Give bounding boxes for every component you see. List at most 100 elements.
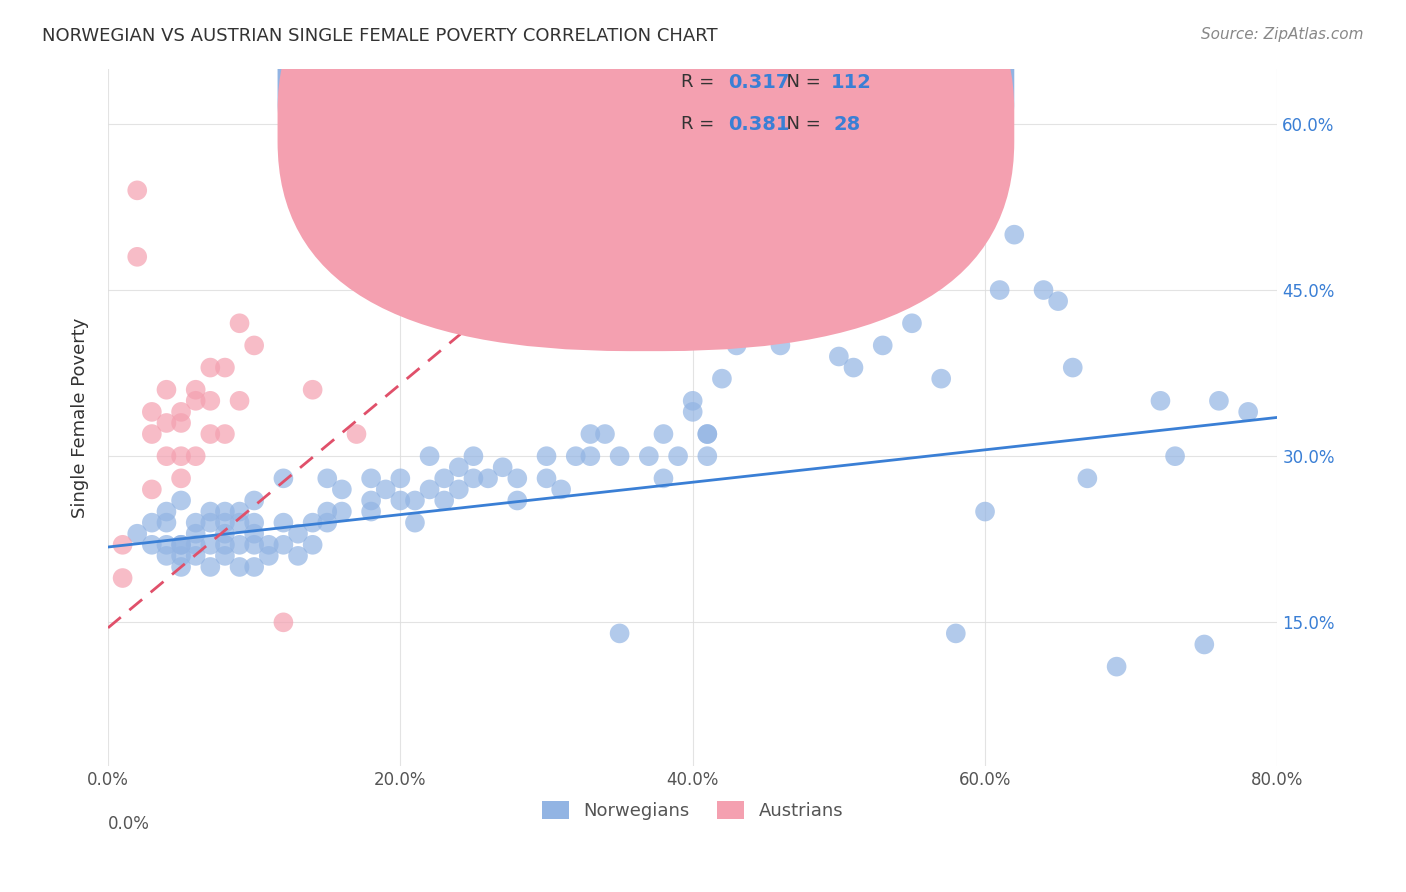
Point bbox=[170, 493, 193, 508]
Point bbox=[301, 383, 323, 397]
Point bbox=[200, 360, 222, 375]
Point bbox=[228, 538, 250, 552]
Text: NORWEGIAN VS AUSTRIAN SINGLE FEMALE POVERTY CORRELATION CHART: NORWEGIAN VS AUSTRIAN SINGLE FEMALE POVE… bbox=[42, 27, 718, 45]
Point bbox=[127, 250, 149, 264]
Point bbox=[243, 338, 266, 352]
Point bbox=[652, 427, 675, 442]
Point bbox=[1002, 227, 1025, 242]
Point bbox=[579, 427, 602, 442]
Legend: Norwegians, Austrians: Norwegians, Austrians bbox=[534, 793, 851, 827]
Point bbox=[257, 538, 280, 552]
Point bbox=[404, 493, 426, 508]
Point bbox=[316, 516, 339, 530]
Point bbox=[1062, 360, 1084, 375]
Point bbox=[389, 493, 412, 508]
Text: R =: R = bbox=[681, 115, 720, 133]
Point bbox=[141, 538, 163, 552]
Point bbox=[316, 471, 339, 485]
Point bbox=[228, 560, 250, 574]
Point bbox=[184, 393, 207, 408]
Point bbox=[564, 449, 586, 463]
Point bbox=[740, 316, 762, 330]
Point bbox=[609, 449, 631, 463]
Point bbox=[725, 338, 748, 352]
Text: 28: 28 bbox=[832, 115, 860, 134]
FancyBboxPatch shape bbox=[277, 0, 1014, 351]
Point bbox=[200, 560, 222, 574]
Point bbox=[155, 516, 177, 530]
Point bbox=[200, 427, 222, 442]
Text: Source: ZipAtlas.com: Source: ZipAtlas.com bbox=[1201, 27, 1364, 42]
Point bbox=[184, 538, 207, 552]
Point bbox=[1237, 405, 1260, 419]
Point bbox=[257, 549, 280, 563]
Point bbox=[127, 526, 149, 541]
Point bbox=[447, 460, 470, 475]
Point bbox=[170, 538, 193, 552]
Point bbox=[214, 505, 236, 519]
Point bbox=[155, 416, 177, 430]
Point bbox=[243, 516, 266, 530]
Point bbox=[492, 460, 515, 475]
Point bbox=[974, 505, 997, 519]
Point bbox=[419, 483, 441, 497]
Point bbox=[155, 383, 177, 397]
Point bbox=[477, 471, 499, 485]
Point bbox=[141, 405, 163, 419]
Point bbox=[929, 371, 952, 385]
Point bbox=[740, 305, 762, 319]
Point bbox=[666, 449, 689, 463]
Point bbox=[652, 471, 675, 485]
Point bbox=[273, 615, 295, 630]
Point bbox=[389, 471, 412, 485]
Point bbox=[200, 393, 222, 408]
Point bbox=[214, 427, 236, 442]
Point bbox=[170, 405, 193, 419]
Point bbox=[360, 493, 382, 508]
Point bbox=[214, 360, 236, 375]
Point bbox=[463, 449, 485, 463]
Point bbox=[170, 416, 193, 430]
Point bbox=[360, 471, 382, 485]
Point bbox=[682, 405, 704, 419]
Point bbox=[696, 427, 718, 442]
Y-axis label: Single Female Poverty: Single Female Poverty bbox=[72, 318, 89, 517]
Point bbox=[710, 371, 733, 385]
Point bbox=[579, 449, 602, 463]
Point bbox=[170, 471, 193, 485]
Point bbox=[945, 626, 967, 640]
Point bbox=[842, 360, 865, 375]
Point bbox=[111, 538, 134, 552]
Point bbox=[141, 427, 163, 442]
Point bbox=[506, 493, 529, 508]
Point bbox=[214, 516, 236, 530]
Point bbox=[901, 316, 924, 330]
Point bbox=[200, 516, 222, 530]
Point bbox=[170, 449, 193, 463]
Point bbox=[755, 316, 778, 330]
Point bbox=[536, 449, 558, 463]
Point bbox=[184, 516, 207, 530]
Point bbox=[536, 471, 558, 485]
Point bbox=[243, 560, 266, 574]
Point bbox=[214, 549, 236, 563]
Point bbox=[419, 449, 441, 463]
Point bbox=[1105, 659, 1128, 673]
Point bbox=[915, 227, 938, 242]
Point bbox=[433, 493, 456, 508]
Point bbox=[769, 338, 792, 352]
FancyBboxPatch shape bbox=[605, 47, 921, 160]
Point bbox=[447, 483, 470, 497]
Point bbox=[463, 471, 485, 485]
Point bbox=[287, 549, 309, 563]
Point bbox=[330, 505, 353, 519]
Point bbox=[287, 526, 309, 541]
Text: N =: N = bbox=[775, 73, 827, 92]
Point bbox=[228, 516, 250, 530]
Point bbox=[360, 505, 382, 519]
Point bbox=[316, 505, 339, 519]
Point bbox=[243, 493, 266, 508]
Point bbox=[682, 393, 704, 408]
Point bbox=[506, 471, 529, 485]
Point bbox=[696, 427, 718, 442]
